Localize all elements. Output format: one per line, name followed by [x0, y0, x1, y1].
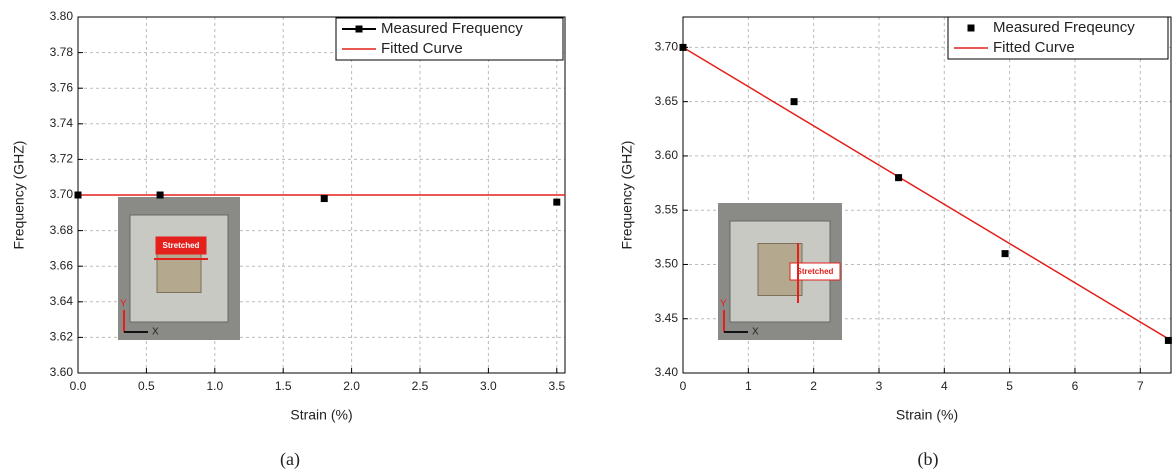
chart: 3.40 3.45 3.50 3.55 3.60 3.65 3.70 0 1 2 3 4 5 6 7 Stra… — [619, 16, 1172, 470]
x-tick-label: 4 — [941, 379, 948, 393]
y-axis-label: Frequency (GHZ) — [11, 141, 27, 250]
y-tick-label: 3.80 — [50, 9, 74, 23]
data-point — [320, 195, 328, 203]
x-axis-label: Strain (%) — [290, 407, 352, 423]
y-tick-label: 3.64 — [50, 294, 74, 308]
data-point — [74, 191, 82, 199]
x-tick-label: 0.0 — [70, 379, 87, 393]
x-tick-label: 5 — [1006, 379, 1013, 393]
y-tick-label: 3.50 — [655, 257, 679, 271]
fit-line — [682, 46, 1172, 342]
plot-frame — [682, 16, 1172, 374]
x-tick-label: 1 — [745, 379, 752, 393]
x-tick-label: 1.0 — [206, 379, 223, 393]
legend-box — [335, 17, 564, 61]
x-tick-label: 0 — [680, 379, 687, 393]
axis-x-label: X — [152, 327, 159, 338]
x-tick-label: 1.5 — [275, 379, 292, 393]
legend-label: Fitted Curve — [381, 40, 463, 57]
data-point — [790, 98, 798, 106]
y-tick-label: 3.45 — [655, 311, 679, 325]
legend-label: Fitted Curve — [993, 39, 1075, 56]
y-tick-label: 3.60 — [50, 365, 74, 379]
data-point — [679, 43, 687, 51]
legend-label: Measured Frequency — [381, 20, 523, 37]
y-tick-label: 3.74 — [50, 116, 74, 130]
chart: 3.60 3.62 3.64 3.66 3.68 3.70 3.72 3.74 3.76 3.78… — [11, 9, 566, 470]
y-tick-label: 3.62 — [50, 330, 74, 344]
caption: (b) — [918, 449, 939, 470]
legend-marker — [355, 25, 363, 33]
stretch-label: Stretched — [163, 241, 200, 250]
data-point — [553, 198, 561, 206]
x-tick-label: 2.0 — [343, 379, 360, 393]
x-tick-label: 0.5 — [138, 379, 155, 393]
data-point — [156, 191, 164, 199]
y-axis-label: Frequency (GHZ) — [619, 141, 635, 250]
inset-photo: Stretched X Y — [718, 203, 842, 340]
x-tick-label: 6 — [1072, 379, 1079, 393]
x-axis-label: Strain (%) — [896, 407, 958, 423]
axis-y-label: Y — [120, 299, 127, 310]
axis-y-label: Y — [720, 299, 727, 310]
y-tick-label: 3.55 — [655, 202, 679, 216]
y-tick-label: 3.60 — [655, 148, 679, 162]
caption: (a) — [280, 449, 300, 470]
y-tick-label: 3.68 — [50, 223, 74, 237]
data-point — [1164, 336, 1172, 344]
x-tick-label: 3.5 — [548, 379, 565, 393]
data-point — [895, 174, 903, 182]
x-tick-label: 7 — [1137, 379, 1144, 393]
legend-marker — [967, 24, 975, 32]
inset-photo: Stretched X Y — [118, 197, 240, 340]
x-tick-label: 2.5 — [412, 379, 429, 393]
y-tick-label: 3.72 — [50, 152, 74, 166]
stretch-label-box — [155, 236, 207, 255]
x-tick-label: 3 — [876, 379, 883, 393]
y-tick-label: 3.70 — [50, 187, 74, 201]
stretch-label: Stretched — [797, 267, 834, 276]
legend-label: Measured Freqeuncy — [993, 19, 1135, 36]
y-tick-label: 3.66 — [50, 258, 74, 272]
y-tick-label: 3.70 — [655, 40, 679, 54]
legend-box — [947, 16, 1169, 60]
x-tick-label: 3.0 — [480, 379, 497, 393]
stretch-label-box — [789, 262, 841, 281]
x-tick-label: 2 — [810, 379, 817, 393]
y-tick-label: 3.40 — [655, 365, 679, 379]
data-point — [1001, 250, 1009, 258]
y-tick-label: 3.78 — [50, 45, 74, 59]
y-tick-label: 3.65 — [655, 94, 679, 108]
y-tick-label: 3.76 — [50, 80, 74, 94]
axis-x-label: X — [752, 327, 759, 338]
